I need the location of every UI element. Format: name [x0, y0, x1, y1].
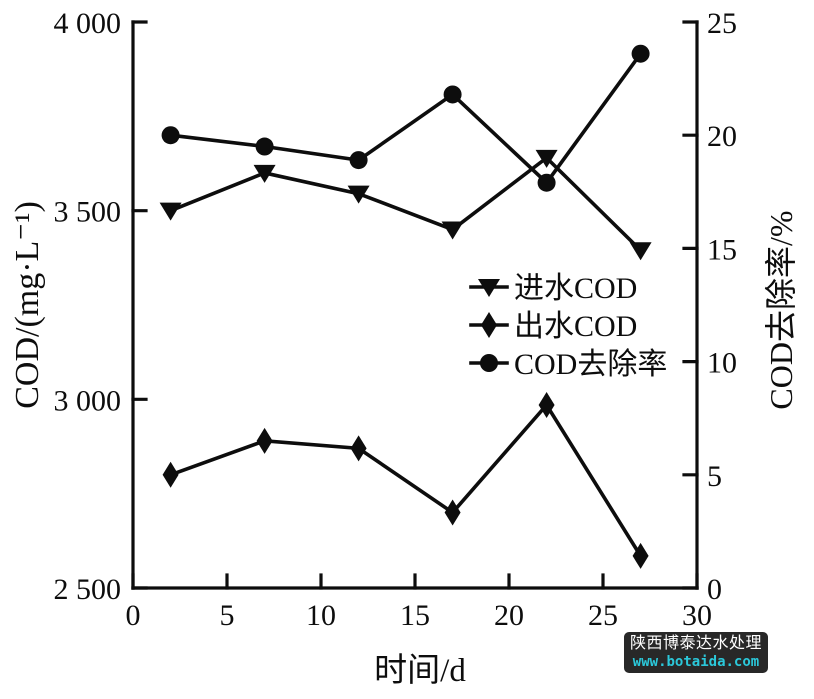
legend-item-出水COD: 出水COD	[469, 310, 637, 343]
right-axis-tick-label: 10	[707, 347, 737, 380]
watermark-company-name: 陕西博泰达水处理	[629, 635, 762, 653]
right-axis-title: COD去除率/%	[763, 210, 799, 410]
triangle-down-marker	[629, 242, 652, 261]
series-line	[169, 155, 642, 252]
legend-item-进水COD: 进水COD	[469, 272, 637, 305]
series-出水COD	[162, 391, 649, 569]
x-axis-tick-label: 0	[126, 599, 141, 632]
triangle-down-marker	[535, 149, 558, 168]
x-axis-title: 时间/d	[374, 653, 466, 689]
watermark-url: www.botaida.com	[632, 653, 760, 670]
x-axis-tick-label: 30	[682, 599, 712, 632]
diamond-marker	[350, 435, 367, 462]
series-进水COD	[159, 149, 652, 261]
watermark-badge: 陕西博泰达水处理 www.botaida.com	[624, 632, 768, 673]
circle-marker	[349, 151, 368, 170]
circle-marker	[161, 126, 180, 145]
circle-marker	[480, 354, 498, 372]
legend-label: 进水COD	[514, 272, 637, 305]
diamond-marker	[481, 312, 497, 338]
diamond-marker	[162, 461, 179, 488]
left-axis-tick-label: 3 000	[54, 384, 122, 417]
triangle-down-marker	[347, 185, 370, 204]
x-axis-tick-label: 5	[220, 599, 235, 632]
x-axis-tick-label: 25	[588, 599, 618, 632]
axis-ticks: 2 500 3 000 3 500 4 000 0 5 10 15 20 25 0 5 10 15 20 25…	[54, 7, 738, 632]
legend-label: 出水COD	[514, 310, 637, 343]
series-line	[170, 52, 643, 186]
x-axis-tick-label: 20	[494, 599, 524, 632]
axes	[131, 20, 699, 590]
legend-label: COD去除率	[514, 348, 667, 381]
left-axis-tick-label: 4 000	[54, 7, 122, 40]
series-line	[169, 401, 643, 557]
triangle-down-marker	[478, 279, 500, 297]
diamond-marker	[256, 427, 273, 454]
right-axis-tick-label: 0	[707, 573, 722, 606]
diamond-marker	[538, 391, 555, 418]
series-COD去除率	[161, 44, 650, 192]
legend-item-COD去除率: COD去除率	[469, 348, 667, 381]
x-axis-tick-label: 10	[306, 599, 336, 632]
circle-marker	[537, 173, 556, 192]
triangle-down-marker	[441, 221, 464, 240]
diamond-marker	[444, 499, 461, 526]
x-axis-tick-label: 15	[400, 599, 430, 632]
left-axis-tick-label: 3 500	[54, 196, 122, 229]
right-axis-tick-label: 5	[707, 460, 722, 493]
right-axis-tick-label: 15	[707, 233, 737, 266]
right-axis-tick-label: 25	[707, 7, 737, 40]
circle-marker	[443, 85, 462, 104]
left-axis-title: COD/(mg·L⁻¹)	[9, 201, 46, 409]
circle-marker	[631, 44, 650, 63]
triangle-down-marker	[159, 202, 182, 221]
diamond-marker	[632, 542, 649, 569]
left-axis-tick-label: 2 500	[54, 573, 122, 606]
right-axis-tick-label: 20	[707, 120, 737, 153]
triangle-down-marker	[253, 164, 276, 183]
circle-marker	[255, 137, 274, 156]
